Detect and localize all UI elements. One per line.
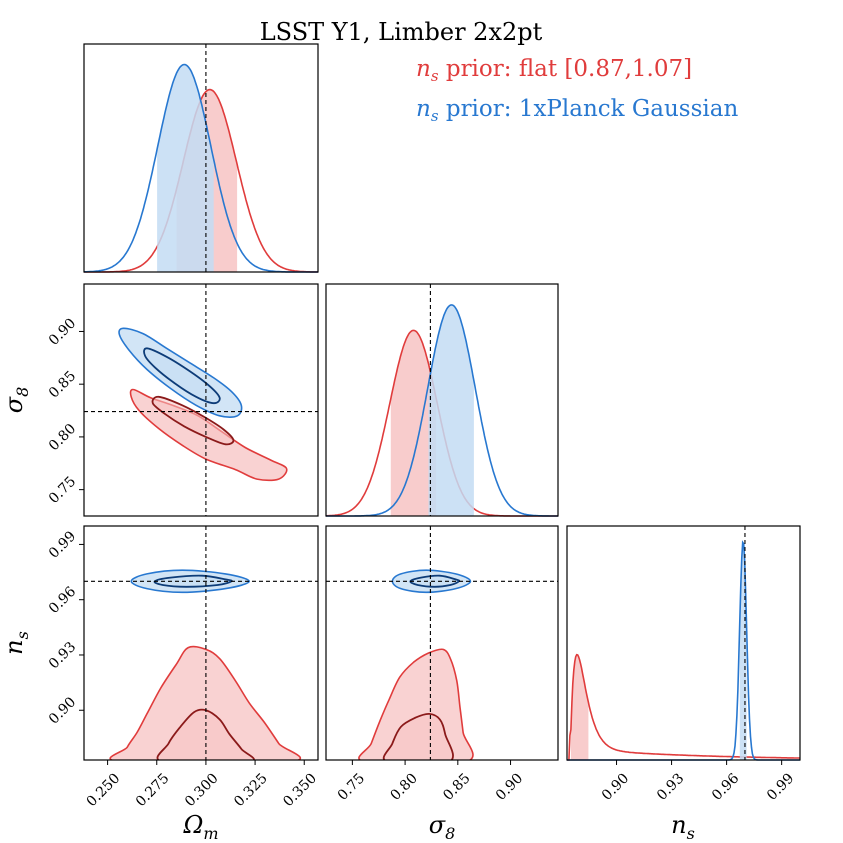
- xtick-label-Omega_m: 0.325: [231, 770, 271, 810]
- xtick-label-sigma8: 0.80: [387, 770, 420, 803]
- xtick-label-Omega_m: 0.300: [182, 770, 222, 810]
- ytick-label-sigma8: 0.80: [46, 421, 79, 454]
- marginal-band-flat-sigma8: [390, 330, 437, 516]
- ytick-label-sigma8: 0.75: [46, 474, 79, 507]
- xtick-label-n_s: 0.93: [654, 770, 687, 803]
- contour-inner-flat: [151, 395, 235, 446]
- xlabel-omega-m: Ωm: [182, 811, 218, 843]
- xtick-label-n_s: 0.99: [764, 770, 797, 803]
- panel-frame: [83, 525, 319, 761]
- xtick-label-Omega_m: 0.350: [280, 770, 320, 810]
- ytick-label-n_s: 0.96: [46, 584, 79, 617]
- ytick-label-n_s: 0.93: [46, 639, 79, 672]
- panel-diag-n_s: [566, 525, 801, 761]
- xtick-label-Omega_m: 0.275: [133, 770, 173, 810]
- panel-frame: [566, 525, 801, 761]
- legend: ns prior: flat [0.87,1.07] ns prior: 1xPl…: [416, 56, 738, 125]
- marginal-band-planck-sigma8: [428, 304, 474, 516]
- ylabel-ns: ns: [0, 631, 32, 655]
- marginal-line-planck-n_s: [567, 540, 800, 761]
- xtick-label-sigma8: 0.85: [440, 770, 473, 803]
- panel-frame: [325, 283, 559, 517]
- xtick-label-n_s: 0.90: [599, 770, 632, 803]
- contour-outer-flat: [109, 645, 301, 760]
- xlabel-sigma8: σ8: [429, 811, 456, 843]
- panel-Omega_m__sigma8: [83, 283, 319, 517]
- ytick-label-n_s: 0.90: [46, 694, 79, 727]
- xlabel-ns: ns: [671, 811, 695, 843]
- ylabel-sigma8: σ8: [0, 387, 32, 414]
- ytick-label-sigma8: 0.90: [46, 315, 79, 348]
- contour-inner-flat: [382, 712, 454, 760]
- legend-entry-flat: ns prior: flat [0.87,1.07]: [416, 56, 692, 85]
- panel-diag-Omega_m: [83, 43, 319, 273]
- contour-inner-planck: [143, 347, 221, 405]
- xtick-label-sigma8: 0.75: [335, 770, 368, 803]
- marginal-line-flat-n_s: [567, 653, 801, 761]
- panel-diag-sigma8: [325, 283, 559, 517]
- legend-entry-planck: ns prior: 1xPlanck Gaussian: [416, 96, 738, 125]
- panel-sigma8__n_s: [325, 525, 559, 761]
- xtick-label-Omega_m: 0.250: [84, 770, 124, 810]
- panel-frame: [83, 43, 319, 273]
- ytick-label-sigma8: 0.85: [46, 368, 79, 401]
- panel-Omega_m__n_s: [83, 525, 319, 761]
- ytick-label-n_s: 0.99: [46, 528, 79, 561]
- contour-inner-flat: [156, 708, 255, 760]
- panel-frame: [83, 283, 319, 517]
- panel-frame: [325, 525, 559, 761]
- xtick-label-sigma8: 0.90: [493, 770, 526, 803]
- marginal-band-planck-Omega_m: [157, 64, 214, 272]
- chart-title: LSST Y1, Limber 2x2pt: [260, 18, 543, 46]
- xtick-label-n_s: 0.96: [709, 770, 742, 803]
